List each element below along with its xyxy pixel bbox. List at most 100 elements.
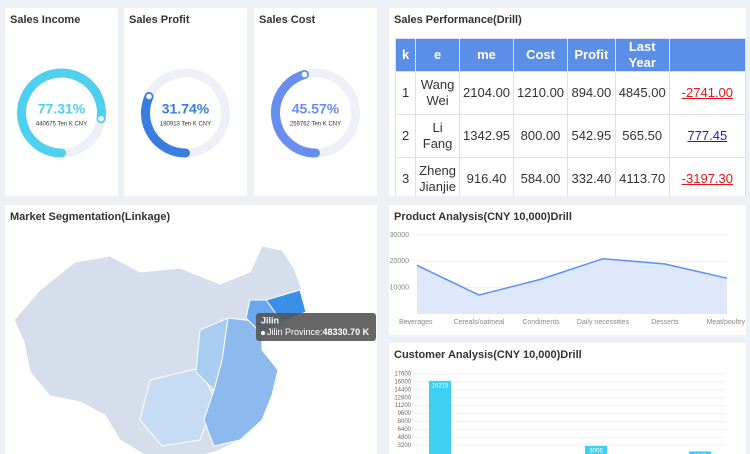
y-tick-label: 14400 bbox=[394, 387, 411, 393]
table-header: k e me Cost Profit Last Year bbox=[394, 38, 746, 72]
panel-title: Sales Income bbox=[10, 14, 81, 26]
y-tick-label: 9600 bbox=[398, 411, 412, 417]
panel-title: Sales Profit bbox=[129, 14, 190, 26]
table-cell: Li Fang bbox=[415, 114, 461, 158]
table-cell: -3197.30 bbox=[668, 157, 746, 196]
x-tick-label: Meat/poultry bbox=[706, 319, 745, 326]
column-header: Profit bbox=[567, 38, 616, 72]
gauge-value: 77.31% bbox=[38, 101, 86, 117]
table-cell: 565.50 bbox=[614, 114, 670, 158]
map-panel: Market Segmentation(Linkage) Jilin Jilin… bbox=[5, 205, 377, 454]
gauge-amount: 259762 Ten K CNY bbox=[290, 122, 341, 128]
column-header: Last Year bbox=[614, 38, 670, 72]
tooltip-value: 48330.70 K bbox=[323, 327, 370, 337]
x-tick-label: Cereals/oatmeal bbox=[454, 319, 505, 326]
column-header: e bbox=[415, 38, 461, 72]
panel-title: Market Segmentation(Linkage) bbox=[10, 211, 171, 223]
table-cell: 332.40 bbox=[567, 157, 616, 196]
customer-chart: 3200 4800 6400 8000 9600 11200 12800 14400 16000… bbox=[394, 372, 726, 454]
gauge-arc bbox=[271, 70, 320, 158]
gauge-value: 31.74% bbox=[162, 101, 210, 117]
kpi-panel: Sales Cost 45.57% 259762 Ten K CNY bbox=[254, 8, 377, 196]
table-row: 1 Wang Wei 2104.00 1210.00 894.00 4845.00 -274… bbox=[394, 71, 746, 115]
y-tick-label: 11200 bbox=[395, 403, 412, 409]
gauge-dot bbox=[96, 114, 106, 124]
tooltip-label: Jilin Province: bbox=[267, 327, 323, 337]
table-row: 2 Li Fang 1342.95 800.00 542.95 565.50 777.45 bbox=[394, 114, 746, 158]
bar bbox=[585, 445, 607, 454]
table-cell: Zheng Jianjie bbox=[415, 157, 461, 196]
x-tick-label: Desserts bbox=[651, 319, 679, 326]
column-header: k bbox=[394, 38, 417, 72]
table-cell: 2 bbox=[394, 114, 417, 158]
table-cell: 800.00 bbox=[513, 114, 569, 158]
y-tick-label: 10000 bbox=[390, 285, 410, 292]
map: Jilin Jilin Province:48330.70 K bbox=[13, 245, 376, 454]
x-tick-label: Daily necessities bbox=[577, 319, 630, 326]
tooltip-region: Jilin bbox=[261, 315, 279, 325]
gauge-amount: 180913 Ten K CNY bbox=[160, 122, 211, 128]
gauge-arc bbox=[17, 68, 106, 158]
table-cell: 4113.70 bbox=[614, 157, 670, 196]
table-cell: 916.40 bbox=[459, 157, 515, 196]
tooltip-text: Jilin Province:48330.70 K bbox=[267, 327, 370, 337]
table-cell: 2104.00 bbox=[459, 71, 515, 115]
y-tick-label: 6400 bbox=[398, 427, 412, 433]
bar-label: 16215 bbox=[432, 383, 449, 389]
y-tick-label: 30000 bbox=[390, 232, 410, 239]
y-tick-label: 20000 bbox=[390, 258, 410, 265]
gauge: 31.74% 180913 Ten K CNY bbox=[141, 68, 230, 158]
y-tick-label: 3200 bbox=[398, 443, 412, 449]
gauge-value: 45.57% bbox=[292, 101, 340, 117]
table-cell: 1210.00 bbox=[513, 71, 569, 115]
column-header: me bbox=[459, 38, 515, 72]
y-tick-label: 12800 bbox=[394, 395, 411, 401]
bar bbox=[689, 451, 711, 454]
gauge-amount: 440675 Ten K CNY bbox=[36, 122, 87, 128]
y-tick-label: 8000 bbox=[398, 419, 412, 425]
table-cell: 1 bbox=[394, 71, 417, 115]
table-cell: 777.45 bbox=[668, 114, 746, 158]
product-chart: 10000 20000 30000 Beverages Cereals/oatmeal C… bbox=[390, 232, 746, 326]
table-cell: 3 bbox=[394, 157, 417, 196]
column-header bbox=[668, 38, 746, 72]
gauge: 45.57% 259762 Ten K CNY bbox=[271, 68, 360, 158]
table-cell: 894.00 bbox=[567, 71, 616, 115]
performance-table: k e me Cost Profit Last Year 1 Wang Wei 2104.00 1… bbox=[394, 38, 746, 196]
panel-title: Sales Cost bbox=[259, 14, 316, 26]
table-cell: 1342.95 bbox=[459, 114, 515, 158]
table-cell: 4845.00 bbox=[614, 71, 670, 115]
y-tick-label: 4800 bbox=[398, 435, 412, 441]
x-tick-label: Beverages bbox=[399, 319, 433, 326]
column-header: Cost bbox=[513, 38, 569, 72]
gauge-arc bbox=[141, 92, 190, 158]
line bbox=[416, 257, 728, 296]
kpi-panel: Sales Income 77.31% 440675 Ten K CNY bbox=[5, 8, 118, 196]
tooltip-box bbox=[256, 313, 376, 341]
x-tick-label: Condiments bbox=[522, 319, 560, 326]
y-tick-label: 16000 bbox=[394, 379, 411, 385]
table-cell: Wang Wei bbox=[415, 71, 461, 115]
region[interactable] bbox=[195, 317, 229, 391]
gauge: 77.31% 440675 Ten K CNY bbox=[17, 68, 106, 158]
panel-title: Product Analysis(CNY 10,000)Drill bbox=[394, 211, 572, 223]
panel-title: Sales Performance(Drill) bbox=[394, 14, 522, 26]
customer-panel: Customer Analysis(CNY 10,000)Drill 3200 4… bbox=[389, 343, 746, 454]
bar bbox=[429, 380, 451, 454]
product-panel: Product Analysis(CNY 10,000)Drill 10000 2… bbox=[389, 205, 746, 335]
gauge-dot bbox=[144, 92, 154, 101]
bar-label: 3055 bbox=[589, 448, 603, 454]
table-row: 3 Zheng Jianjie 916.40 584.00 332.40 4113.70-… bbox=[394, 157, 746, 196]
table-cell: -2741.00 bbox=[668, 71, 746, 115]
panel-title: Customer Analysis(CNY 10,000)Drill bbox=[394, 349, 582, 361]
gauge-dot bbox=[300, 70, 309, 79]
performance-panel: Sales Performance(Drill) k e me Cost Profit L… bbox=[389, 8, 746, 196]
kpi-panel: Sales Profit 31.74% 180913 Ten K CNY bbox=[124, 8, 247, 196]
tooltip: Jilin Jilin Province:48330.70 K bbox=[256, 313, 376, 341]
area bbox=[417, 258, 727, 314]
tooltip-dot bbox=[261, 331, 265, 335]
table-cell: 542.95 bbox=[567, 114, 616, 158]
table-cell: 584.00 bbox=[513, 157, 569, 196]
y-tick-label: 17600 bbox=[394, 372, 411, 378]
